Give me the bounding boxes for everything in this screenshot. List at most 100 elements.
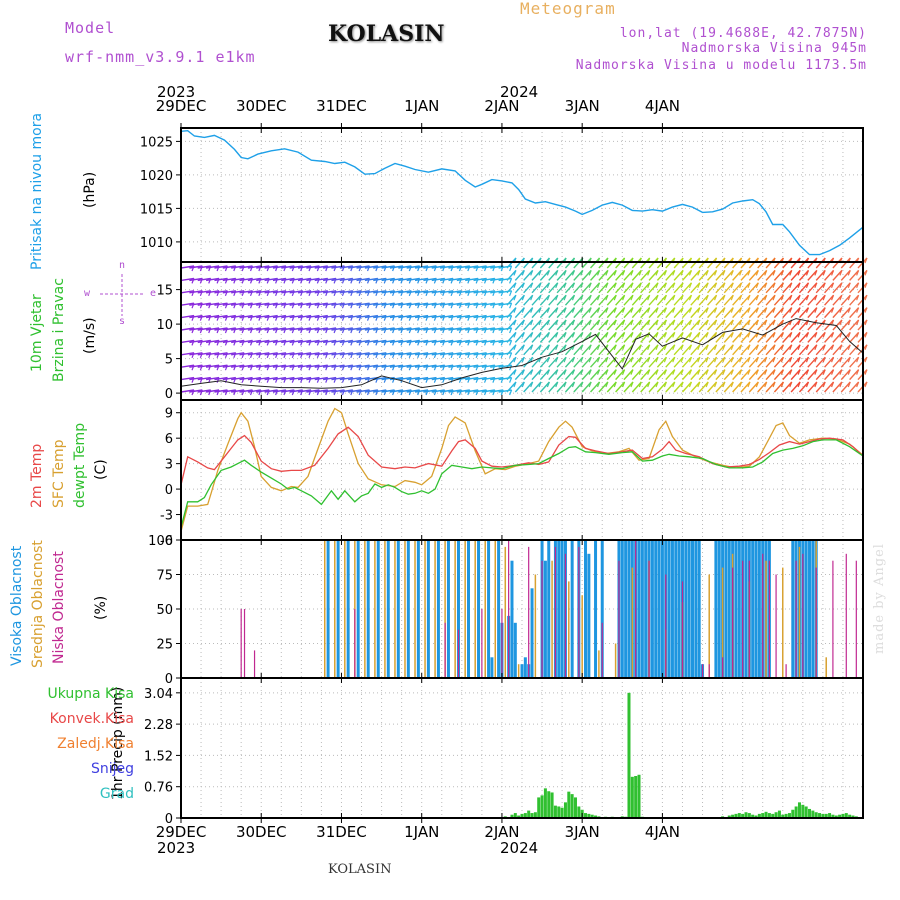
cloud-high-bar bbox=[697, 540, 701, 678]
wind-barb bbox=[681, 369, 692, 381]
wind-barb bbox=[606, 307, 617, 319]
wind-barb bbox=[322, 290, 337, 294]
precip-bar bbox=[787, 813, 791, 818]
wind-barb-flag bbox=[571, 332, 576, 338]
wind-barb-flag bbox=[622, 356, 626, 363]
wind-barb bbox=[564, 294, 575, 306]
precip-bar bbox=[848, 814, 852, 818]
wind-barb bbox=[665, 356, 676, 368]
wind-barb bbox=[573, 294, 584, 306]
wind-barb-flag bbox=[647, 356, 651, 363]
wind-barb-flag bbox=[555, 294, 559, 301]
wind-barb bbox=[373, 314, 387, 319]
wind-barb-flag bbox=[839, 381, 843, 388]
wind-barb bbox=[681, 269, 692, 281]
wind-barb-flag bbox=[864, 257, 868, 264]
wind-barb bbox=[514, 319, 525, 331]
wind-barb-flag bbox=[605, 270, 609, 276]
wind-barb-flag bbox=[622, 319, 626, 326]
wind-barb bbox=[306, 314, 320, 319]
y-tick-label: 1.52 bbox=[144, 749, 173, 764]
wind-barb bbox=[707, 319, 718, 331]
wind-barb bbox=[264, 290, 278, 294]
wind-barb-flag bbox=[814, 332, 818, 338]
wind-barb bbox=[231, 352, 245, 356]
wind-barb-flag bbox=[655, 270, 659, 276]
wind-barb-flag bbox=[755, 356, 759, 363]
wind-barb bbox=[723, 331, 734, 343]
wind-barb bbox=[439, 290, 454, 294]
wind-barb bbox=[398, 327, 412, 331]
wind-barb bbox=[539, 356, 550, 368]
precip-bar bbox=[741, 813, 745, 818]
wind-barb bbox=[824, 319, 835, 331]
y-tick-label: 0 bbox=[165, 387, 173, 402]
wind-barb bbox=[640, 294, 651, 306]
wind-barb bbox=[698, 319, 709, 331]
y-tick-label: 3.04 bbox=[144, 687, 173, 702]
wind-barb-flag bbox=[830, 369, 835, 375]
wind-barb bbox=[448, 339, 462, 344]
wind-barb-flag bbox=[546, 356, 550, 363]
model-label: Model bbox=[65, 19, 116, 37]
wind-barb bbox=[381, 265, 395, 269]
wind-barb-flag bbox=[722, 381, 726, 388]
wind-barb-flag bbox=[822, 381, 826, 388]
wind-barb-flag bbox=[789, 270, 793, 276]
wind-barb-flag bbox=[680, 307, 684, 313]
wind-barb-flag bbox=[596, 270, 601, 276]
wind-barb bbox=[306, 290, 320, 294]
wind-barb-flag bbox=[655, 369, 659, 375]
wind-barb-flag bbox=[755, 282, 759, 289]
wind-barb-flag bbox=[722, 344, 726, 351]
wind-barb bbox=[765, 331, 776, 343]
wind-barb bbox=[840, 294, 851, 306]
wind-barb-flag bbox=[596, 369, 601, 375]
wind-barb bbox=[514, 294, 525, 306]
wind-barb-flag bbox=[672, 332, 676, 338]
wind-barb-flag bbox=[797, 307, 801, 313]
wind-barb-flag bbox=[764, 270, 768, 276]
wind-barb-flag bbox=[722, 294, 726, 301]
wind-barb bbox=[490, 364, 504, 368]
wind-barb bbox=[180, 352, 195, 356]
wind-barb bbox=[297, 327, 312, 331]
wind-barb bbox=[465, 376, 479, 381]
wind-barb bbox=[256, 265, 270, 269]
wind-barb-flag bbox=[830, 319, 835, 326]
wind-barb bbox=[306, 277, 320, 282]
wind-barb bbox=[506, 369, 517, 381]
cloud-high-bar bbox=[714, 540, 718, 678]
wind-barb-flag bbox=[647, 344, 651, 351]
wind-barb bbox=[531, 369, 542, 381]
wind-barb-flag bbox=[739, 356, 743, 363]
wind-barb bbox=[423, 277, 437, 282]
wind-barb-flag bbox=[688, 344, 693, 351]
wind-barb bbox=[431, 314, 445, 319]
wind-barb bbox=[322, 327, 337, 331]
wind-barb bbox=[765, 344, 776, 356]
wind-barb bbox=[723, 344, 734, 356]
wind-barb-flag bbox=[546, 307, 550, 313]
wind-barb-flag bbox=[772, 369, 776, 375]
cloud-high-bar bbox=[737, 540, 741, 678]
wind-barb bbox=[473, 339, 487, 344]
precip-bar bbox=[734, 813, 738, 818]
wind-barb bbox=[623, 369, 634, 381]
wind-barb bbox=[297, 389, 312, 393]
wind-barb-flag bbox=[513, 282, 517, 289]
wind-barb-flag bbox=[822, 294, 826, 301]
wind-barb bbox=[715, 331, 726, 343]
wind-barb bbox=[815, 331, 826, 343]
wind-barb bbox=[590, 381, 601, 393]
wind-barb-flag bbox=[797, 332, 801, 338]
time-tick-label: 1JAN bbox=[404, 97, 440, 115]
product-title: Meteogram bbox=[520, 0, 616, 18]
wind-barb bbox=[498, 290, 512, 294]
wind-barb bbox=[314, 376, 328, 381]
wind-barb-flag bbox=[864, 282, 868, 289]
wind-barb bbox=[306, 364, 320, 368]
wind-barb bbox=[790, 369, 801, 381]
wind-barb bbox=[381, 277, 395, 282]
wind-barb bbox=[807, 269, 818, 281]
